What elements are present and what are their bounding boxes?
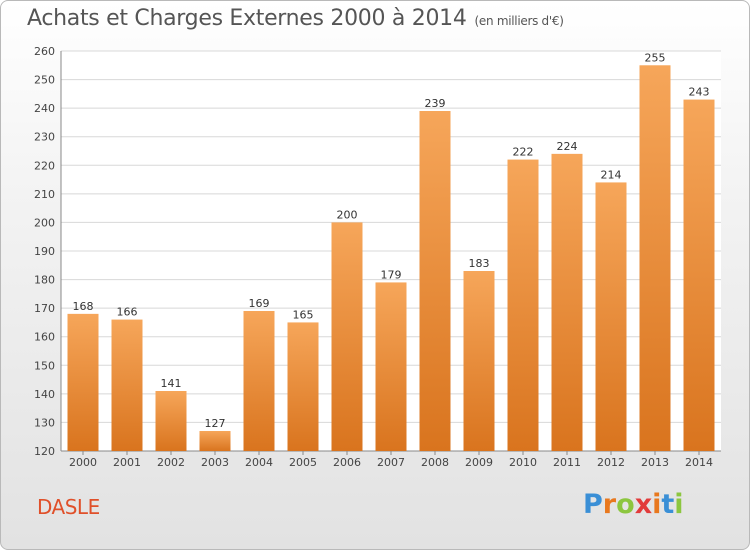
x-tick-label: 2010 [509,456,537,469]
logo-letter: t [661,489,675,520]
bar [463,271,495,451]
data-label: 200 [337,208,358,221]
y-tick-label: 220 [34,159,55,172]
x-tick-label: 2004 [245,456,273,469]
y-tick-label: 140 [34,388,55,401]
data-label: 169 [249,297,270,310]
data-label: 127 [205,417,226,430]
bar [639,65,671,452]
x-tick-label: 2005 [289,456,317,469]
x-tick-label: 2013 [641,456,669,469]
unit-label: (en milliers d'€) [474,14,564,28]
x-tick-label: 2009 [465,456,493,469]
logo-letter: P [583,489,603,520]
logo-letter: i [652,489,662,520]
y-tick-label: 180 [34,274,55,287]
data-label: 168 [73,300,94,313]
bar [683,99,715,452]
bar [375,282,407,451]
bar [287,322,319,451]
data-label: 179 [381,268,402,281]
data-label: 222 [513,146,534,159]
logo-letter: o [616,489,635,520]
x-tick-label: 2002 [157,456,185,469]
data-label: 166 [117,306,138,319]
data-label: 165 [293,308,314,321]
bar [111,319,143,451]
x-tick-label: 2007 [377,456,405,469]
x-tick-label: 2001 [113,456,141,469]
y-tick-label: 240 [34,102,55,115]
bar [595,182,627,451]
bar [419,111,451,451]
logo-letter: r [602,489,617,520]
x-tick-label: 2011 [553,456,581,469]
y-tick-label: 190 [34,245,55,258]
logo-letter: x [634,489,653,520]
bar [551,153,583,451]
y-tick-label: 210 [34,188,55,201]
data-label: 224 [557,140,578,153]
data-label: 214 [601,168,622,181]
data-label: 243 [689,86,710,99]
x-tick-label: 2012 [597,456,625,469]
logo-letter: i [674,489,684,520]
data-label: 183 [469,257,490,270]
bar [331,222,363,451]
bar [155,391,187,451]
x-tick-label: 2003 [201,456,229,469]
y-tick-label: 250 [34,74,55,87]
y-tick-label: 170 [34,302,55,315]
y-tick-label: 120 [34,445,55,458]
bar [67,313,99,451]
x-tick-label: 2006 [333,456,361,469]
bar [199,431,231,451]
data-label: 239 [425,97,446,110]
y-tick-label: 150 [34,359,55,372]
bar [507,159,539,452]
proxiti-logo: Proxiti [583,489,684,520]
y-tick-label: 260 [34,45,55,58]
x-tick-label: 2008 [421,456,449,469]
data-label: 255 [645,51,666,64]
x-tick-label: 2014 [685,456,713,469]
title-text: Achats et Charges Externes 2000 à 2014 [27,6,467,31]
x-tick-label: 2000 [69,456,97,469]
y-tick-label: 160 [34,331,55,344]
y-tick-label: 230 [34,131,55,144]
data-label: 141 [161,377,182,390]
bar [243,311,275,451]
place-name: DASLE [37,495,100,519]
chart-title: Achats et Charges Externes 2000 à 2014 (e… [27,6,564,31]
y-tick-label: 130 [34,416,55,429]
y-tick-label: 200 [34,216,55,229]
